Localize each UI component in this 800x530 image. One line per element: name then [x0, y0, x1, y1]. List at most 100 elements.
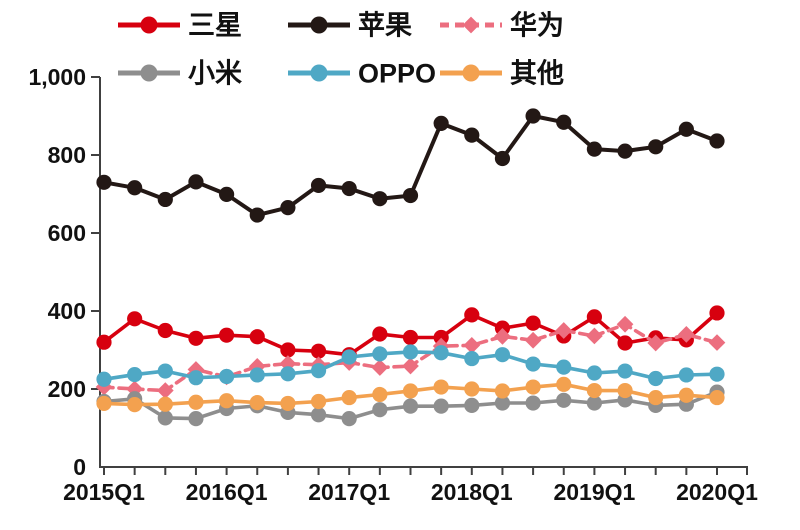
- data-point-others: [433, 379, 449, 395]
- data-point-others: [586, 382, 603, 399]
- data-point-xiaomi: [188, 411, 204, 427]
- data-point-oppo: [617, 363, 633, 379]
- data-point-apple: [341, 180, 357, 197]
- data-point-samsung: [402, 329, 419, 346]
- data-point-huawei: [524, 331, 542, 349]
- data-point-others: [96, 395, 112, 412]
- data-point-xiaomi: [341, 411, 357, 427]
- data-point-xiaomi: [586, 395, 603, 411]
- data-point-apple: [96, 174, 112, 190]
- data-point-oppo: [464, 350, 480, 367]
- data-point-others: [709, 389, 725, 406]
- data-point-oppo: [96, 371, 112, 387]
- data-point-samsung: [280, 342, 296, 358]
- legend-item-oppo: OPPO: [288, 59, 436, 89]
- y-tick-label: 200: [48, 376, 86, 402]
- data-point-samsung: [219, 327, 235, 343]
- data-point-apple: [617, 143, 633, 159]
- data-point-samsung: [188, 330, 204, 346]
- data-point-huawei: [402, 357, 419, 375]
- data-point-oppo: [372, 346, 388, 362]
- data-point-others: [157, 396, 173, 412]
- data-point-xiaomi: [464, 397, 480, 413]
- data-point-oppo: [280, 366, 296, 382]
- x-axis: 2015Q1 2016Q1 2017Q1 2018Q1 2019Q1 2020Q1: [63, 467, 758, 505]
- data-point-huawei: [708, 334, 726, 351]
- data-point-apple: [249, 207, 265, 223]
- data-point-others: [525, 379, 541, 395]
- y-tick-label: 600: [48, 220, 86, 246]
- legend-item-samsung: 三星: [118, 11, 242, 41]
- data-point-apple: [648, 139, 664, 155]
- series-apple: [96, 108, 725, 223]
- data-point-apple: [494, 150, 511, 167]
- legend-label-samsung: 三星: [188, 11, 242, 41]
- data-point-apple: [709, 133, 725, 149]
- data-point-samsung: [464, 307, 480, 323]
- data-point-apple: [372, 191, 388, 207]
- data-point-samsung: [586, 309, 603, 325]
- data-point-oppo: [648, 370, 664, 387]
- data-point-samsung: [249, 329, 265, 345]
- data-point-others: [494, 383, 511, 399]
- data-point-others: [219, 393, 235, 409]
- data-point-samsung: [157, 322, 173, 339]
- data-point-others: [678, 387, 694, 403]
- y-tick-label: 800: [48, 142, 86, 168]
- data-point-others: [464, 381, 480, 397]
- data-point-samsung: [372, 326, 388, 342]
- legend-label-apple: 苹果: [358, 11, 412, 41]
- legend-label-others: 其他: [510, 59, 564, 89]
- data-point-oppo: [249, 367, 265, 383]
- data-point-others: [310, 393, 327, 410]
- data-point-samsung: [709, 305, 725, 321]
- data-point-huawei: [586, 327, 603, 345]
- y-tick-label: 1,000: [28, 64, 86, 90]
- x-tick-label: 2016Q1: [186, 479, 268, 505]
- axis-lines: [99, 77, 748, 468]
- data-point-oppo: [556, 359, 572, 375]
- x-tick-label: 2015Q1: [63, 479, 145, 505]
- data-point-others: [617, 382, 633, 399]
- data-point-samsung: [310, 343, 327, 359]
- data-point-oppo: [127, 366, 143, 383]
- data-point-apple: [464, 127, 480, 143]
- data-point-others: [402, 383, 419, 399]
- data-point-oppo: [586, 365, 603, 381]
- data-point-others: [188, 394, 204, 410]
- data-point-samsung: [617, 335, 633, 351]
- legend-marker-others: [462, 64, 480, 82]
- data-point-xiaomi: [525, 395, 541, 411]
- legend-label-xiaomi: 小米: [188, 59, 242, 89]
- legend-item-xiaomi: 小米: [118, 59, 242, 89]
- data-point-oppo: [494, 347, 511, 363]
- data-point-others: [556, 376, 572, 392]
- legend-label-huawei: 华为: [510, 10, 564, 41]
- data-point-samsung: [525, 315, 541, 331]
- legend-marker-samsung: [140, 16, 158, 34]
- data-point-apple: [310, 177, 327, 194]
- data-point-xiaomi: [433, 398, 449, 414]
- data-point-others: [249, 395, 265, 411]
- legend-label-oppo: OPPO: [358, 59, 436, 89]
- data-point-apple: [433, 115, 449, 132]
- data-point-oppo: [157, 363, 173, 379]
- data-point-xiaomi: [556, 392, 572, 408]
- data-point-samsung: [96, 334, 112, 350]
- data-point-oppo: [188, 370, 204, 386]
- x-tick-label: 2017Q1: [308, 479, 390, 505]
- data-point-others: [127, 397, 143, 413]
- y-axis: 0 200 400 600 800 1,000: [28, 64, 100, 480]
- data-point-huawei: [616, 315, 634, 333]
- data-point-oppo: [678, 367, 694, 383]
- data-point-others: [280, 395, 296, 412]
- data-point-apple: [188, 174, 204, 190]
- legend-marker-oppo: [310, 64, 328, 82]
- legend-item-apple: 苹果: [288, 11, 412, 41]
- series-others: [96, 376, 725, 413]
- data-point-samsung: [433, 329, 449, 346]
- data-point-oppo: [402, 344, 419, 360]
